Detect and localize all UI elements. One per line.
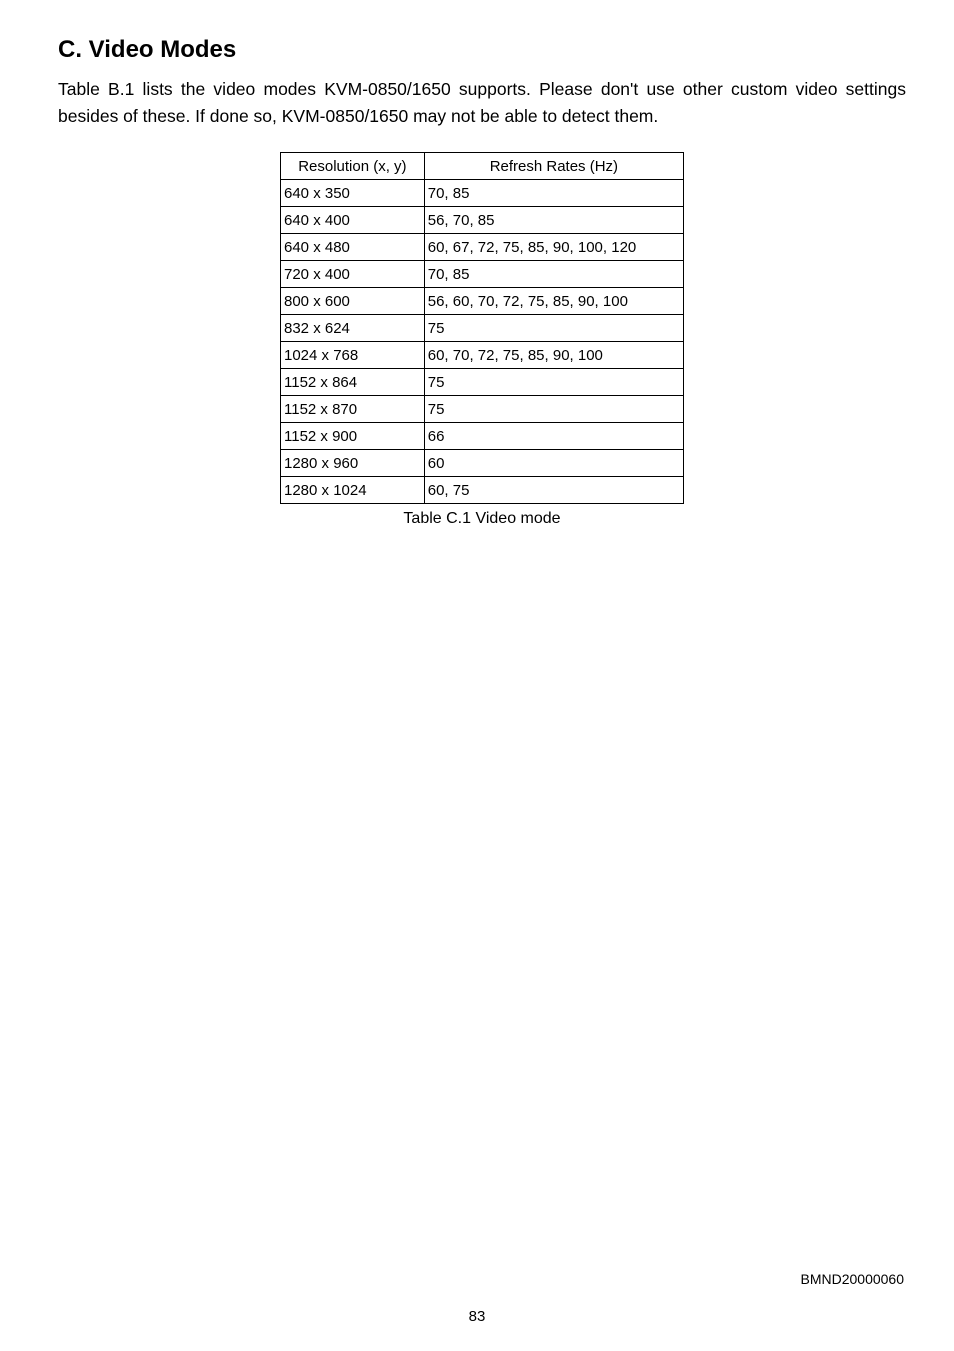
table-row: 1152 x 864 75 (281, 369, 684, 396)
table-row: 1152 x 900 66 (281, 423, 684, 450)
cell-refresh: 66 (424, 423, 683, 450)
table-row: 640 x 480 60, 67, 72, 75, 85, 90, 100, 1… (281, 234, 684, 261)
table-row: 832 x 624 75 (281, 315, 684, 342)
cell-resolution: 1152 x 900 (281, 423, 425, 450)
table-row: 640 x 400 56, 70, 85 (281, 207, 684, 234)
table-caption: Table C.1 Video mode (403, 510, 560, 528)
cell-resolution: 640 x 350 (281, 180, 425, 207)
video-modes-table: Resolution (x, y) Refresh Rates (Hz) 640… (280, 152, 684, 504)
col-header-resolution: Resolution (x, y) (281, 153, 425, 180)
cell-refresh: 60 (424, 450, 683, 477)
cell-refresh: 60, 75 (424, 477, 683, 504)
cell-resolution: 1280 x 1024 (281, 477, 425, 504)
cell-refresh: 60, 67, 72, 75, 85, 90, 100, 120 (424, 234, 683, 261)
cell-resolution: 832 x 624 (281, 315, 425, 342)
table-header-row: Resolution (x, y) Refresh Rates (Hz) (281, 153, 684, 180)
table-row: 720 x 400 70, 85 (281, 261, 684, 288)
cell-resolution: 1152 x 864 (281, 369, 425, 396)
cell-refresh: 75 (424, 396, 683, 423)
table-row: 1280 x 960 60 (281, 450, 684, 477)
table-row: 640 x 350 70, 85 (281, 180, 684, 207)
col-header-refresh: Refresh Rates (Hz) (424, 153, 683, 180)
cell-resolution: 1280 x 960 (281, 450, 425, 477)
doc-code: BMND20000060 (800, 1271, 904, 1287)
cell-resolution: 720 x 400 (281, 261, 425, 288)
cell-refresh: 75 (424, 369, 683, 396)
cell-refresh: 56, 70, 85 (424, 207, 683, 234)
cell-resolution: 640 x 400 (281, 207, 425, 234)
cell-resolution: 640 x 480 (281, 234, 425, 261)
cell-resolution: 1152 x 870 (281, 396, 425, 423)
page-number: 83 (0, 1308, 954, 1325)
cell-refresh: 70, 85 (424, 180, 683, 207)
table-row: 1024 x 768 60, 70, 72, 75, 85, 90, 100 (281, 342, 684, 369)
intro-paragraph: Table B.1 lists the video modes KVM-0850… (58, 76, 906, 130)
cell-refresh: 60, 70, 72, 75, 85, 90, 100 (424, 342, 683, 369)
cell-refresh: 70, 85 (424, 261, 683, 288)
table-row: 800 x 600 56, 60, 70, 72, 75, 85, 90, 10… (281, 288, 684, 315)
table-container: Resolution (x, y) Refresh Rates (Hz) 640… (58, 152, 906, 528)
cell-refresh: 56, 60, 70, 72, 75, 85, 90, 100 (424, 288, 683, 315)
table-row: 1280 x 1024 60, 75 (281, 477, 684, 504)
cell-resolution: 800 x 600 (281, 288, 425, 315)
section-heading: C. Video Modes (58, 36, 906, 64)
table-row: 1152 x 870 75 (281, 396, 684, 423)
cell-resolution: 1024 x 768 (281, 342, 425, 369)
cell-refresh: 75 (424, 315, 683, 342)
